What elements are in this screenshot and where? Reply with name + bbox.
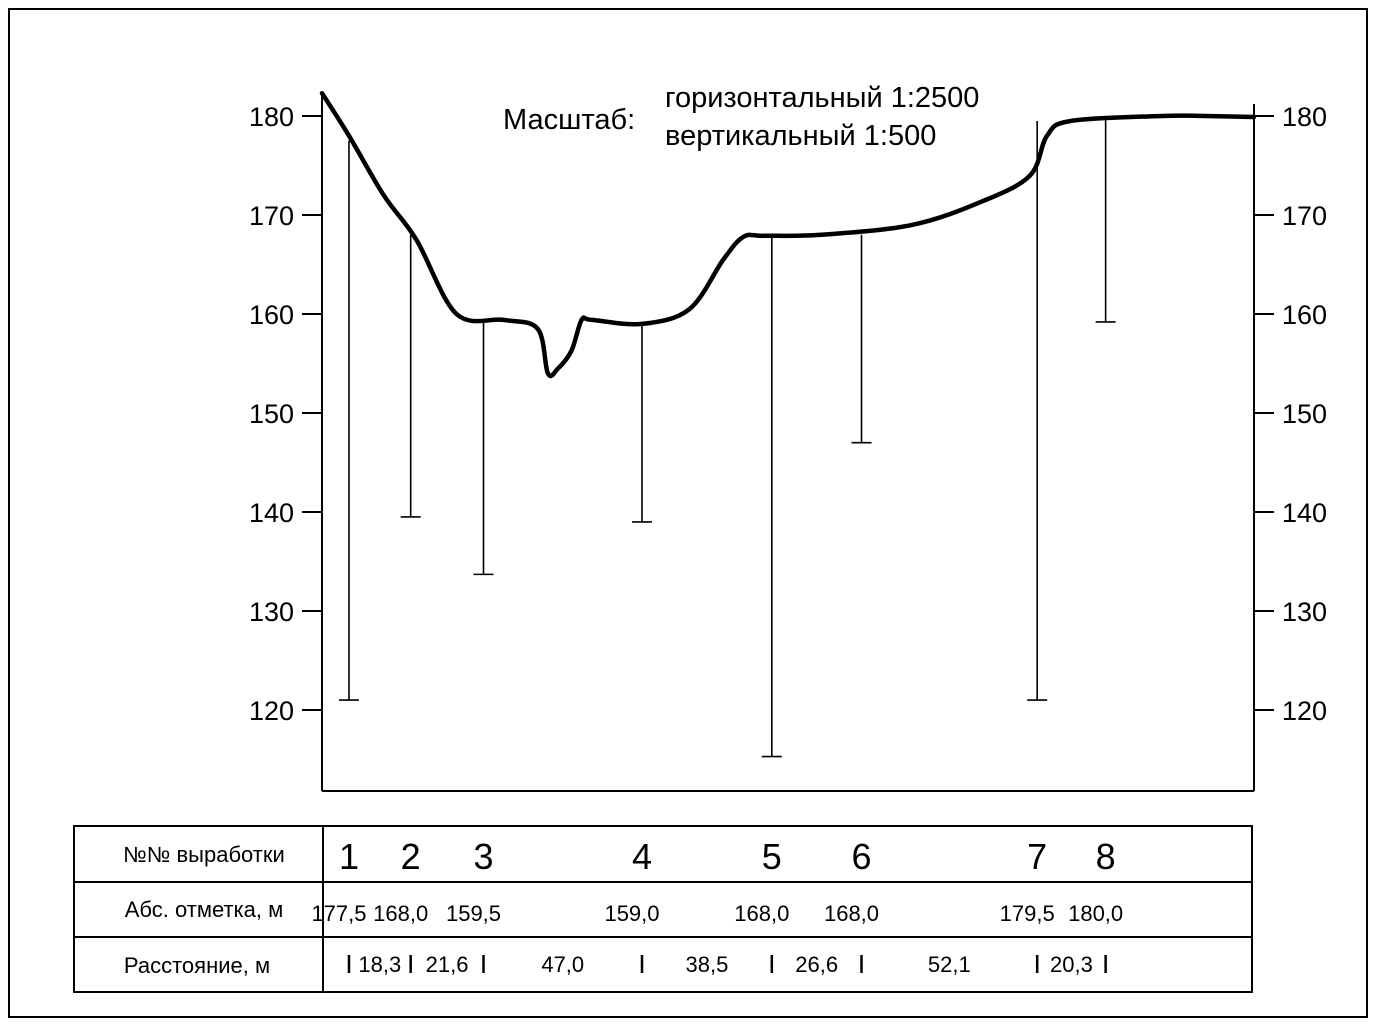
- left-y-ticks: 120 130 140 150 160 170 180: [249, 102, 322, 726]
- borehole-2: [400, 234, 421, 518]
- abs-mark-cell: 168,0: [734, 901, 789, 926]
- borehole-number-cell: 5: [762, 836, 782, 877]
- distance-cell: 26,6: [795, 952, 838, 977]
- borehole-number-cell: 4: [632, 836, 652, 877]
- borehole-7: [1027, 120, 1048, 701]
- distance-cell: 21,6: [426, 952, 469, 977]
- scale-legend: Масштаб: горизонтальный 1:2500 вертикаль…: [503, 82, 979, 152]
- y-tick-label-right: 160: [1282, 300, 1327, 330]
- abs-mark-cell: 179,5: [1000, 901, 1055, 926]
- scale-horizontal: горизонтальный 1:2500: [665, 82, 979, 114]
- boreholes: [338, 116, 1116, 758]
- borehole-number-cell: 8: [1096, 836, 1116, 877]
- y-tick-label-left: 140: [249, 498, 294, 528]
- outer-frame: [8, 8, 1368, 1018]
- distance-cell: 18,3: [358, 952, 401, 977]
- borehole-number-cell: 2: [401, 836, 421, 877]
- y-tick-label-left: 180: [249, 102, 294, 132]
- table-border: [73, 825, 1253, 993]
- borehole-number-cell: 7: [1027, 836, 1047, 877]
- y-tick-label-left: 150: [249, 399, 294, 429]
- y-tick-label-left: 130: [249, 597, 294, 627]
- y-tick-label-right: 130: [1282, 597, 1327, 627]
- right-y-ticks: 120 130 140 150 160 170 180: [1254, 102, 1327, 726]
- borehole-5: [761, 234, 782, 758]
- y-tick-label-left: 170: [249, 201, 294, 231]
- borehole-1: [338, 140, 359, 701]
- distance-cell: 20,3: [1050, 952, 1093, 977]
- y-tick-label-right: 150: [1282, 399, 1327, 429]
- row-label-borehole-number: №№ выработки: [123, 842, 285, 867]
- table-cells: 1 177,5 2 168,0 3 159,5 4 159,0 5 168,0 6 168,0 7 179…: [311, 836, 1123, 977]
- row-label-distance: Расстояние, м: [124, 953, 270, 978]
- borehole-number-cell: 6: [851, 836, 871, 877]
- abs-mark-cell: 159,5: [446, 901, 501, 926]
- distance-cell: 38,5: [685, 952, 728, 977]
- y-tick-label-right: 120: [1282, 696, 1327, 726]
- borehole-number-cell: 3: [473, 836, 493, 877]
- abs-mark-cell: 168,0: [373, 901, 428, 926]
- borehole-number-cell: 1: [339, 836, 359, 877]
- borehole-4: [631, 323, 652, 523]
- terrain-profile-line: [319, 90, 1257, 379]
- y-tick-label-left: 160: [249, 300, 294, 330]
- abs-mark-cell: 177,5: [311, 901, 366, 926]
- y-tick-label-right: 180: [1282, 102, 1327, 132]
- borehole-6: [851, 234, 872, 444]
- y-tick-label-right: 170: [1282, 201, 1327, 231]
- y-tick-label-right: 140: [1282, 498, 1327, 528]
- row-label-abs-mark: Абс. отметка, м: [125, 897, 283, 922]
- borehole-8: [1095, 116, 1116, 323]
- distance-cell: 52,1: [928, 952, 971, 977]
- scale-vertical: вертикальный 1:500: [665, 120, 936, 152]
- data-table: №№ выработки Абс. отметка, м Расстояние,…: [73, 825, 1253, 993]
- abs-mark-cell: 159,0: [604, 901, 659, 926]
- abs-mark-cell: 168,0: [824, 901, 879, 926]
- distance-cell: 47,0: [541, 952, 584, 977]
- y-tick-label-left: 120: [249, 696, 294, 726]
- abs-mark-cell: 180,0: [1068, 901, 1123, 926]
- scale-label: Масштаб:: [503, 104, 635, 136]
- borehole-3: [473, 318, 494, 576]
